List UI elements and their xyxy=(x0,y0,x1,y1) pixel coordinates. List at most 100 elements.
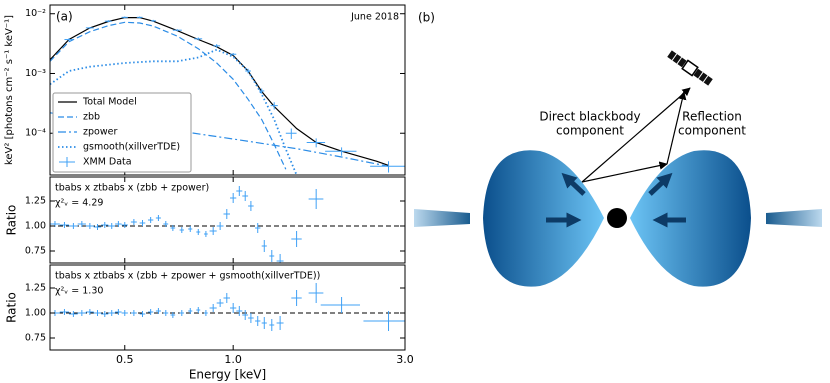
data-point xyxy=(139,311,146,317)
y-tick-label: 0.75 xyxy=(25,246,46,257)
legend-label: zbb xyxy=(83,112,100,123)
data-point xyxy=(59,222,69,228)
data-point xyxy=(223,209,231,219)
data-point xyxy=(213,44,221,48)
data-point xyxy=(306,138,326,148)
outflow-lobe-right xyxy=(630,150,751,287)
legend-label: XMM Data xyxy=(83,157,132,168)
outflow-lobe-left xyxy=(483,150,604,287)
data-point xyxy=(85,26,94,29)
legend-frame xyxy=(52,92,192,173)
data-point xyxy=(108,223,116,229)
data-point xyxy=(115,221,122,227)
data-point xyxy=(170,225,176,231)
y-tick-label: 1.00 xyxy=(25,308,46,319)
data-point xyxy=(136,16,143,19)
annotation: Reflection xyxy=(682,110,742,124)
plot-area xyxy=(50,186,405,263)
flow-arrows xyxy=(546,172,686,228)
data-point xyxy=(68,311,78,317)
data-point xyxy=(163,310,169,316)
stat-label: χ²ᵥ = 1.30 xyxy=(55,286,103,297)
data-point xyxy=(248,201,254,211)
light-paths xyxy=(581,87,691,183)
legend: Total Model zbb zpower gsmooth(xillverTDE) X… xyxy=(52,92,192,173)
y-axis-label: Ratio xyxy=(5,292,19,323)
x-tick-label: 1.0 xyxy=(224,353,242,366)
data-point xyxy=(236,186,243,196)
stat-label: χ²ᵥ = 4.29 xyxy=(55,198,103,209)
data-point xyxy=(276,254,284,263)
data-point xyxy=(115,309,122,315)
plot-area xyxy=(50,283,405,331)
annotation: June 2018 xyxy=(350,12,399,23)
y-tick-label: 1.25 xyxy=(25,196,46,207)
y-tick-label: 0.75 xyxy=(25,333,46,344)
data-point xyxy=(242,191,249,201)
data-point xyxy=(204,231,208,237)
black-hole xyxy=(607,208,627,228)
series-line xyxy=(50,21,287,170)
data-point xyxy=(194,37,203,41)
legend-label: gsmooth(xillverTDE) xyxy=(83,142,180,153)
annotation: component xyxy=(678,124,746,138)
data-point xyxy=(121,16,128,19)
data-point xyxy=(242,310,249,320)
data-point xyxy=(150,19,156,22)
data-point xyxy=(320,297,361,313)
data-point xyxy=(155,215,161,221)
data-point xyxy=(269,250,275,262)
annotation: component xyxy=(556,124,624,138)
model-label: tbabs x ztbabs x (zbb + zpower) xyxy=(55,183,209,194)
data-point xyxy=(255,316,261,326)
data-point xyxy=(139,220,146,226)
axes-frame xyxy=(49,4,406,176)
data-point xyxy=(209,227,217,235)
model-label: tbabs x ztbabs x (zbb + zpower + gsmooth… xyxy=(55,271,320,282)
data-point xyxy=(188,226,193,232)
data-point xyxy=(85,223,94,229)
data-point xyxy=(130,310,137,316)
y-tick-label: 10⁻² xyxy=(25,8,46,19)
panel-label: (a) xyxy=(56,10,73,24)
data-point xyxy=(93,224,102,230)
data-point xyxy=(101,222,109,228)
legend-label: zpower xyxy=(83,127,117,138)
x-tick-label: 3.0 xyxy=(396,353,414,366)
data-point xyxy=(172,29,182,32)
axes-frame xyxy=(49,264,406,351)
data-point xyxy=(308,283,324,303)
data-point xyxy=(130,219,137,225)
data-point xyxy=(204,310,208,316)
data-point xyxy=(147,217,154,223)
data-point xyxy=(59,309,69,315)
panel-label: (b) xyxy=(418,11,435,25)
data-point xyxy=(179,227,184,233)
data-point xyxy=(216,222,224,230)
data-point xyxy=(248,313,254,323)
data-point xyxy=(179,310,184,316)
data-point xyxy=(370,161,405,173)
data-point xyxy=(325,147,357,156)
annotation: Direct blackbody xyxy=(539,110,640,124)
data-point xyxy=(68,223,78,229)
data-point xyxy=(163,221,169,227)
data-point xyxy=(77,221,86,227)
disk-left xyxy=(414,209,470,227)
data-point xyxy=(223,293,231,303)
data-point xyxy=(285,128,297,140)
y-tick-label: 1.00 xyxy=(25,221,46,232)
data-point xyxy=(363,311,405,331)
x-tick-label: 0.5 xyxy=(116,353,134,366)
data-point xyxy=(291,290,302,306)
legend-label: Total Model xyxy=(82,97,137,108)
data-point xyxy=(245,68,251,74)
data-point xyxy=(77,310,86,316)
plot-area xyxy=(50,16,405,175)
data-point xyxy=(121,222,128,228)
data-point xyxy=(270,102,278,110)
data-point xyxy=(93,310,102,316)
data-point xyxy=(64,38,74,41)
data-point xyxy=(255,223,261,233)
